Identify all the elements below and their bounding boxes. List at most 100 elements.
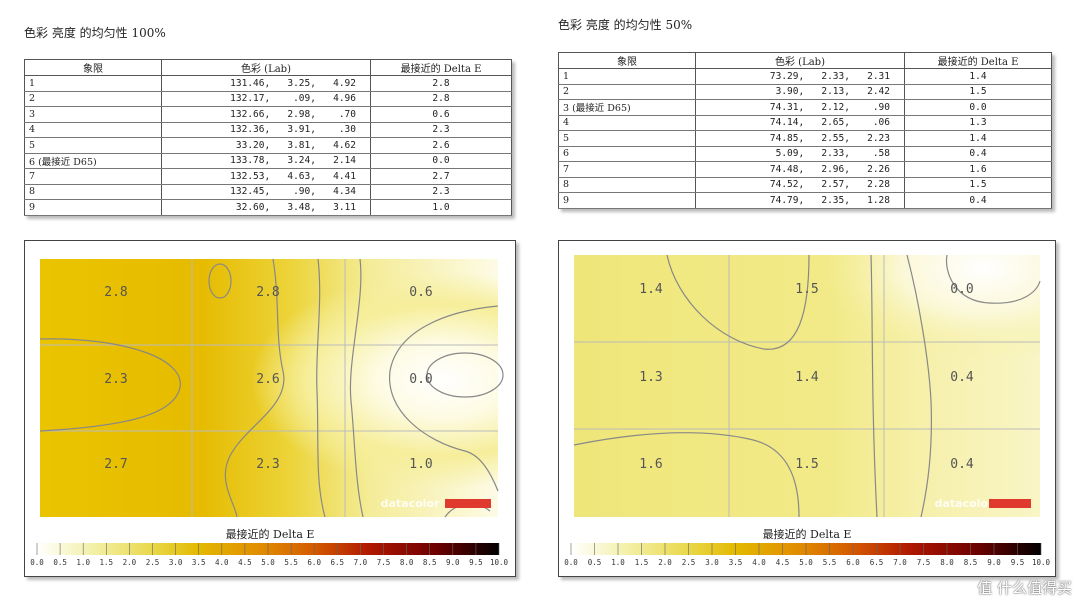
legend-tick-label: 9.5: [1011, 558, 1025, 567]
lab-cell: 132.45, .90, 4.34: [161, 184, 371, 200]
col-deltae-header: 最接近的 Delta E: [904, 52, 1052, 69]
legend-title: 最接近的 Delta E: [763, 527, 852, 541]
cell-value: 1.4: [795, 370, 819, 385]
legend-tick-label: 0.0: [30, 558, 44, 567]
legend-tick-label: 0.0: [564, 558, 578, 567]
left-uniformity-table: 象限 色彩 (Lab) 最接近的 Delta E 1 131.46, 3.25, …: [24, 59, 512, 216]
contour-lines: [573, 254, 1041, 518]
cell-value: 2.7: [104, 457, 127, 472]
heatmap-highlight: [40, 259, 498, 517]
lab-cell: 32.60, 3.48, 3.11: [161, 199, 371, 216]
lab-cell: 74.85, 2.55, 2.23: [695, 130, 905, 147]
legend-tick-label: 4.5: [776, 558, 790, 567]
quadrant-cell: 3: [24, 106, 162, 123]
datacolor-bar: [445, 499, 491, 508]
quadrant-cell: 7: [24, 168, 162, 185]
table-row: 6 (最接近 D65) 133.78, 3.24, 2.14 0.0: [24, 153, 512, 169]
quadrant-cell: 5: [24, 137, 162, 154]
deltae-cell: 1.5: [904, 177, 1052, 193]
deltae-cell: 2.6: [370, 137, 512, 154]
quadrant-cell: 4: [558, 115, 696, 131]
legend-tick-label: 2.5: [146, 558, 160, 567]
lab-cell: 74.14, 2.65, .06: [695, 115, 905, 131]
lab-cell: 5.09, 2.33, .58: [695, 146, 905, 162]
legend-tick-label: 9.0: [987, 558, 1001, 567]
cell-value: 0.4: [950, 457, 974, 472]
site-watermark: 值 什么值得买: [977, 579, 1072, 597]
deltae-cell: 2.3: [370, 184, 512, 200]
legend-ticks: 0.0 0.5 1.0 1.5 2.0 2.5 3.0 3.5 4.0 4.5 5.0 5.5 6.0 6…: [30, 543, 509, 567]
right-uniformity-table: 象限 色彩 (Lab) 最接近的 Delta E 1 73.29, 2.33, 2…: [558, 52, 1052, 209]
legend-tick-label: 7.0: [893, 558, 907, 567]
right-heatmap-box: 1.4 1.5 0.0 1.3 1.4 0.4 1.6 1.5 0.4 data…: [558, 240, 1056, 577]
table-row: 3 132.66, 2.98, .70 0.6: [24, 106, 512, 123]
legend-tick-label: 6.5: [870, 558, 884, 567]
legend-tick-label: 8.0: [940, 558, 954, 567]
table-row: 1 73.29, 2.33, 2.31 1.4: [558, 68, 1052, 85]
col-quadrant-header: 象限: [24, 59, 162, 76]
lab-cell: 74.48, 2.96, 2.26: [695, 161, 905, 178]
table-row: 2 3.90, 2.13, 2.42 1.5: [558, 84, 1052, 100]
cell-value: 0.0: [409, 372, 432, 387]
deltae-cell: 0.6: [370, 106, 512, 123]
right-title: 色彩 亮度 的均匀性 50%: [558, 18, 693, 32]
quadrant-cell: 1: [558, 68, 696, 85]
legend-tick-label: 2.0: [658, 558, 672, 567]
legend-tick-label: 4.0: [752, 558, 766, 567]
left-heatmap-box: 2.8 2.8 0.6 2.3 2.6 0.0 2.7 2.3 1.0 data…: [24, 240, 516, 577]
legend-tick-label: 3.5: [729, 558, 743, 567]
deltae-cell: 0.4: [904, 192, 1052, 209]
quadrant-cell: 8: [24, 184, 162, 200]
legend-tick-label: 5.5: [284, 558, 298, 567]
legend-tick-label: 10.0: [490, 558, 509, 567]
deltae-cell: 1.4: [904, 130, 1052, 147]
quadrant-cell: 2: [24, 91, 162, 107]
legend-tick-label: 1.5: [100, 558, 114, 567]
quadrant-cell: 2: [558, 84, 696, 100]
deltae-cell: 2.3: [370, 122, 512, 138]
legend-tick-label: 9.5: [469, 558, 483, 567]
legend-tick-label: 1.5: [635, 558, 649, 567]
quadrant-cell: 9: [24, 199, 162, 216]
legend-tick-label: 5.0: [261, 558, 275, 567]
quadrant-cell: 5: [558, 130, 696, 147]
lab-cell: 74.52, 2.57, 2.28: [695, 177, 905, 193]
table-row: 9 32.60, 3.48, 3.11 1.0: [24, 199, 512, 216]
legend-tick-label: 3.0: [705, 558, 719, 567]
table-row: 8 132.45, .90, 4.34 2.3: [24, 184, 512, 200]
legend-tick-label: 7.5: [377, 558, 391, 567]
deltae-cell: 2.8: [370, 75, 512, 92]
quadrant-cell: 7: [558, 161, 696, 178]
legend-tick-label: 8.5: [423, 558, 437, 567]
table-row: 1 131.46, 3.25, 4.92 2.8: [24, 75, 512, 92]
deltae-cell: 0.0: [370, 153, 512, 169]
right-heatmap-svg: 1.4 1.5 0.0 1.3 1.4 0.4 1.6 1.5 0.4 data…: [564, 254, 1051, 567]
left-title: 色彩 亮度 的均匀性 100%: [24, 26, 166, 40]
legend-tick-label: 1.0: [76, 558, 90, 567]
datacolor-watermark: datacolor: [935, 497, 994, 510]
cell-value: 2.3: [256, 457, 279, 472]
legend-tick-label: 5.5: [823, 558, 837, 567]
cell-value: 1.5: [795, 457, 818, 472]
table-row: 5 74.85, 2.55, 2.23 1.4: [558, 130, 1052, 147]
cell-value: 1.4: [639, 282, 663, 297]
legend-title: 最接近的 Delta E: [226, 527, 315, 541]
table-row: 9 74.79, 2.35, 1.28 0.4: [558, 192, 1052, 209]
lab-cell: 132.53, 4.63, 4.41: [161, 168, 371, 185]
legend-tick-label: 7.0: [354, 558, 368, 567]
deltae-cell: 2.7: [370, 168, 512, 185]
quadrant-cell: 8: [558, 177, 696, 193]
lab-cell: 74.31, 2.12, .90: [695, 99, 905, 116]
contour-lines: [39, 258, 504, 518]
legend-tick-label: 0.5: [53, 558, 67, 567]
quadrant-cell: 3 (最接近 D65): [558, 99, 696, 116]
left-heatmap-svg: 2.8 2.8 0.6 2.3 2.6 0.0 2.7 2.3 1.0 data…: [30, 258, 509, 567]
lab-cell: 3.90, 2.13, 2.42: [695, 84, 905, 100]
legend-tick-label: 9.0: [446, 558, 460, 567]
deltae-cell: 0.4: [904, 146, 1052, 162]
deltae-cell: 1.6: [904, 161, 1052, 178]
cell-value: 1.0: [409, 457, 432, 472]
quadrant-cell: 9: [558, 192, 696, 209]
cell-value: 2.8: [256, 285, 279, 300]
col-lab-header: 色彩 (Lab): [161, 59, 371, 76]
